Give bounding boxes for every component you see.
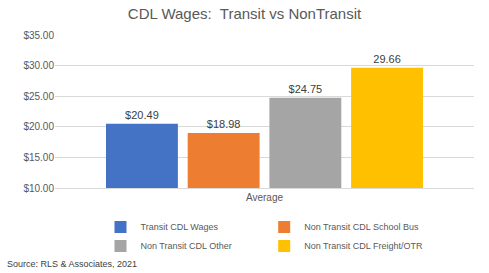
svg-text:Average: Average [246, 192, 284, 203]
svg-text:$20.49: $20.49 [125, 109, 159, 121]
svg-text:Non Transit CDL School Bus: Non Transit CDL School Bus [304, 222, 419, 232]
svg-text:Non Transit CDL Freight/OTR: Non Transit CDL Freight/OTR [304, 241, 423, 251]
svg-text:$10.00: $10.00 [23, 183, 54, 194]
svg-text:29.66: 29.66 [373, 53, 401, 65]
svg-text:$25.00: $25.00 [23, 91, 54, 102]
svg-text:Source: RLS & Associates, 2021: Source: RLS & Associates, 2021 [7, 259, 137, 269]
svg-text:$24.75: $24.75 [289, 83, 323, 95]
svg-text:$35.00: $35.00 [23, 30, 54, 41]
svg-text:Transit CDL Wages: Transit CDL Wages [141, 222, 219, 232]
svg-text:$15.00: $15.00 [23, 152, 54, 163]
svg-text:$30.00: $30.00 [23, 60, 54, 71]
svg-text:$20.00: $20.00 [23, 121, 54, 132]
svg-text:$18.98: $18.98 [207, 118, 241, 130]
svg-text:CDL Wages: Transit vs NonTran: CDL Wages: Transit vs NonTransit [128, 5, 362, 22]
svg-text:Non Transit CDL Other: Non Transit CDL Other [141, 241, 232, 251]
